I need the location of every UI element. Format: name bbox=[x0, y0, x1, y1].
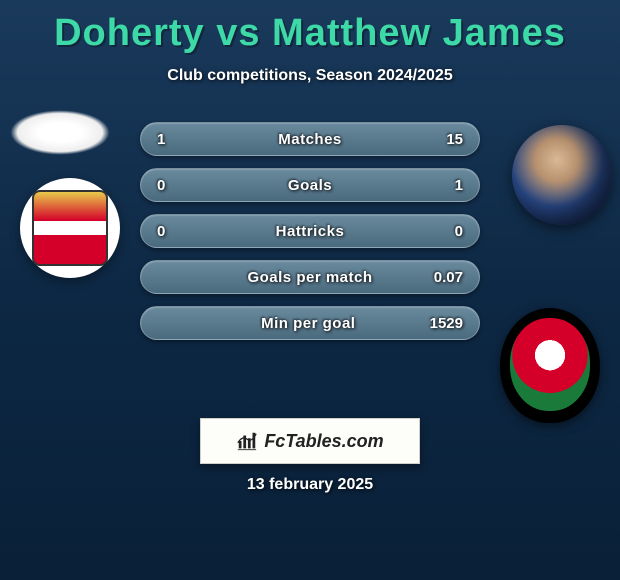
stat-left-value: 0 bbox=[157, 223, 187, 240]
footer-date: 13 february 2025 bbox=[0, 476, 620, 494]
stat-right-value: 0.07 bbox=[433, 269, 463, 286]
stat-right-value: 1 bbox=[433, 177, 463, 194]
table-row: Goals per match 0.07 bbox=[140, 260, 480, 294]
table-row: 1 Matches 15 bbox=[140, 122, 480, 156]
chart-icon bbox=[236, 430, 258, 452]
stat-label: Hattricks bbox=[276, 223, 345, 240]
branding-text: FcTables.com bbox=[264, 431, 383, 452]
branding-box: FcTables.com bbox=[200, 418, 420, 464]
stat-left-value: 0 bbox=[157, 177, 187, 194]
team-left-crest bbox=[20, 178, 120, 278]
stat-left-value: 1 bbox=[157, 131, 187, 148]
table-row: 0 Goals 1 bbox=[140, 168, 480, 202]
stat-right-value: 0 bbox=[433, 223, 463, 240]
stat-label: Min per goal bbox=[261, 315, 355, 332]
page-title: Doherty vs Matthew James bbox=[0, 0, 620, 55]
team-right-crest bbox=[500, 308, 600, 423]
stat-label: Goals bbox=[288, 177, 332, 194]
player-left-avatar bbox=[10, 110, 110, 155]
stat-label: Goals per match bbox=[247, 269, 372, 286]
stat-right-value: 15 bbox=[433, 131, 463, 148]
table-row: Min per goal 1529 bbox=[140, 306, 480, 340]
player-right-avatar bbox=[512, 125, 612, 225]
stat-right-value: 1529 bbox=[430, 315, 463, 332]
table-row: 0 Hattricks 0 bbox=[140, 214, 480, 248]
subtitle: Club competitions, Season 2024/2025 bbox=[0, 67, 620, 85]
stat-label: Matches bbox=[278, 131, 342, 148]
stats-table: 1 Matches 15 0 Goals 1 0 Hattricks 0 Goa… bbox=[140, 122, 480, 352]
